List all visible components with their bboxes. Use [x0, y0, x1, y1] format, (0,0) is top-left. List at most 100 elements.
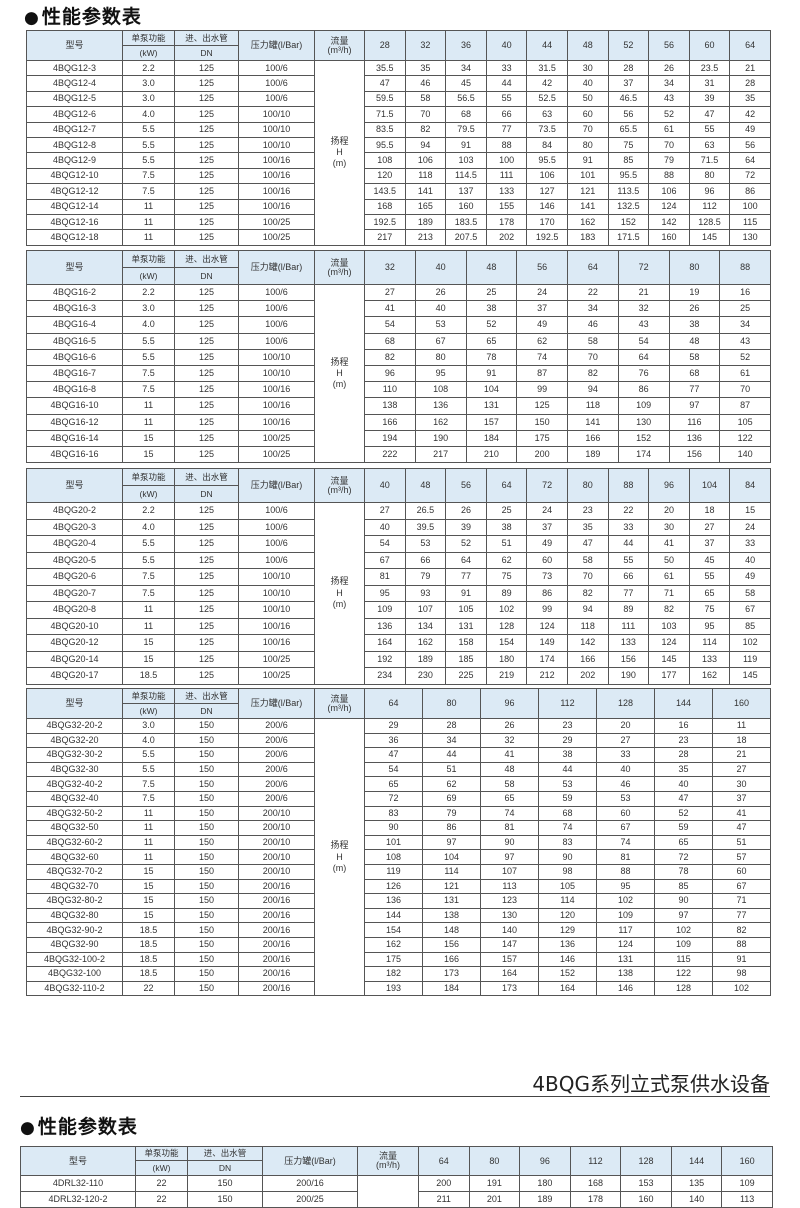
head-value-cell: 201: [468, 1191, 521, 1208]
head-value-cell: 88: [712, 936, 771, 953]
header-row: 型号 单泵功能 进、出水管 压力罐(l/Bar) 流量 (m³/h) 32 40 48 56 64 7…: [26, 250, 771, 285]
model-cell: 4BQG16-2: [26, 283, 123, 302]
head-value-cell: 32: [617, 300, 670, 318]
head-value-cell: 39: [445, 518, 487, 536]
head-value-cell: 192.5: [364, 213, 406, 231]
table-row: 4BQG16-14 15 125 100/25 194 190 184 175 166 152 13…: [26, 429, 771, 447]
head-value-cell: 130: [617, 413, 670, 431]
tank-cell: 200/6: [238, 732, 315, 749]
head-value-cell: 152: [607, 213, 650, 231]
head-value-cell: 41: [712, 805, 771, 822]
head-value-cell: 222: [364, 445, 416, 464]
head-value-cell: 40: [364, 518, 406, 536]
head-value-cell: 118: [567, 397, 619, 415]
tank-cell: 200/10: [238, 834, 315, 851]
table-row: 4BQG16-16 15 125 100/25 222 217 210 200 189 174 15…: [26, 445, 771, 464]
power-cell: 15: [122, 878, 175, 895]
head-value-cell: 27: [364, 283, 416, 302]
model-cell: 4DRL32-110: [20, 1175, 136, 1192]
head-value-cell: 123: [480, 893, 539, 909]
head-value-cell: 84: [526, 136, 568, 154]
power-cell: 2.2: [122, 59, 175, 77]
head-value-cell: 122: [719, 429, 771, 447]
head-value-cell: 74: [516, 348, 568, 366]
head-value-cell: 178: [485, 213, 528, 231]
model-cell: 4BQG20-10: [26, 617, 123, 635]
tank-cell: 200/6: [238, 718, 315, 734]
tank-cell: 100/6: [238, 502, 315, 520]
power-cell: 15: [122, 863, 175, 880]
flow-unit: (m³/h): [327, 44, 352, 55]
head-value-cell: 49: [516, 316, 568, 334]
section-title: ● 性能参数表: [24, 6, 142, 28]
power-cell: 15: [122, 634, 175, 652]
model-cell: 4BQG16-16: [26, 445, 123, 464]
flow-value-header: 48: [566, 30, 609, 61]
column-header-tank: 压力罐(l/Bar): [262, 1146, 358, 1176]
flow-value-header: 64: [485, 468, 528, 503]
divider: [20, 1096, 770, 1097]
tank-cell: 100/16: [238, 634, 315, 652]
table-row: 4BQG32-70 15 150 200/16 126 121 113 105 95 85 67: [26, 878, 771, 895]
head-value-cell: 108: [414, 381, 467, 399]
head-value-cell: 168: [364, 198, 406, 215]
head-value-cell: 46.5: [607, 90, 650, 108]
pipe-cell: 125: [174, 617, 239, 635]
head-value-cell: 27: [688, 518, 731, 536]
head-value-cell: 166: [364, 413, 416, 431]
table-row: 4BQG32-60 11 150 200/10 108 104 97 90 81 72 57: [26, 849, 771, 865]
head-value-cell: 150: [516, 413, 568, 431]
flow-value-header: 80: [566, 468, 609, 503]
column-header-power: 单泵功能: [122, 688, 175, 704]
tank-cell: 100/25: [238, 229, 315, 246]
head-value-cell: 58: [404, 90, 447, 108]
head-value-cell: 25: [465, 283, 518, 302]
head-value-cell: 182: [364, 966, 423, 982]
tank-cell: 100/16: [238, 617, 315, 635]
head-label: [357, 1175, 419, 1208]
model-cell: 4BQG12-6: [26, 106, 123, 123]
model-cell: 4BQG12-8: [26, 136, 123, 154]
head-value-cell: 59.5: [364, 90, 406, 108]
head-value-cell: 54: [364, 316, 416, 334]
head-value-cell: 136: [364, 617, 406, 635]
head-value-cell: 38: [465, 300, 518, 318]
power-cell: 11: [122, 834, 175, 851]
flow-value-header: 128: [620, 1146, 672, 1176]
head-value-cell: 64: [445, 551, 487, 569]
head-value-cell: 158: [445, 634, 487, 652]
table-row: 4BQG32-50-2 11 150 200/10 83 79 74 68 60 52 41: [26, 805, 771, 822]
power-cell: 5.5: [122, 535, 175, 553]
model-cell: 4BQG32-30: [26, 761, 123, 778]
head-value-cell: 135: [670, 1175, 723, 1192]
head-value-cell: 67: [729, 601, 771, 619]
head-value-cell: 202: [485, 229, 528, 246]
head-value-cell: 162: [566, 213, 609, 231]
flow-value-header: 48: [465, 250, 518, 285]
head-value-cell: 106: [526, 167, 568, 185]
flow-value-header: 52: [607, 30, 650, 61]
head-value-cell: 64: [729, 152, 771, 169]
head-value-cell: 46: [596, 776, 655, 792]
column-header-model: 型号: [26, 688, 123, 719]
flow-value-header: 112: [538, 688, 597, 719]
series-title: 4BQG系列立式泵供水设备: [532, 1072, 770, 1096]
model-cell: 4BQG32-60-2: [26, 834, 123, 851]
tank-cell: 100/6: [238, 316, 315, 334]
head-value-cell: 104: [422, 849, 481, 865]
pipe-cell: 125: [174, 364, 239, 383]
power-cell: 11: [122, 229, 175, 246]
head-value-cell: 110: [364, 381, 416, 399]
performance-table: 型号 单泵功能 进、出水管 压力罐(l/Bar) 流量 (m³/h) 64 80 96 112 12…: [26, 688, 771, 997]
pipe-cell: 150: [174, 936, 239, 953]
head-value-cell: 145: [688, 229, 731, 246]
head-symbol: H: [336, 851, 343, 862]
model-cell: 4BQG16-5: [26, 332, 123, 350]
head-value-cell: 31.5: [526, 59, 568, 77]
flow-value-header: 40: [364, 468, 406, 503]
head-value-cell: 118: [566, 617, 609, 635]
head-value-cell: 79.5: [445, 121, 487, 138]
head-value-cell: 90: [364, 820, 423, 836]
head-value-cell: 24: [516, 283, 568, 302]
tank-cell: 200/16: [238, 893, 315, 909]
